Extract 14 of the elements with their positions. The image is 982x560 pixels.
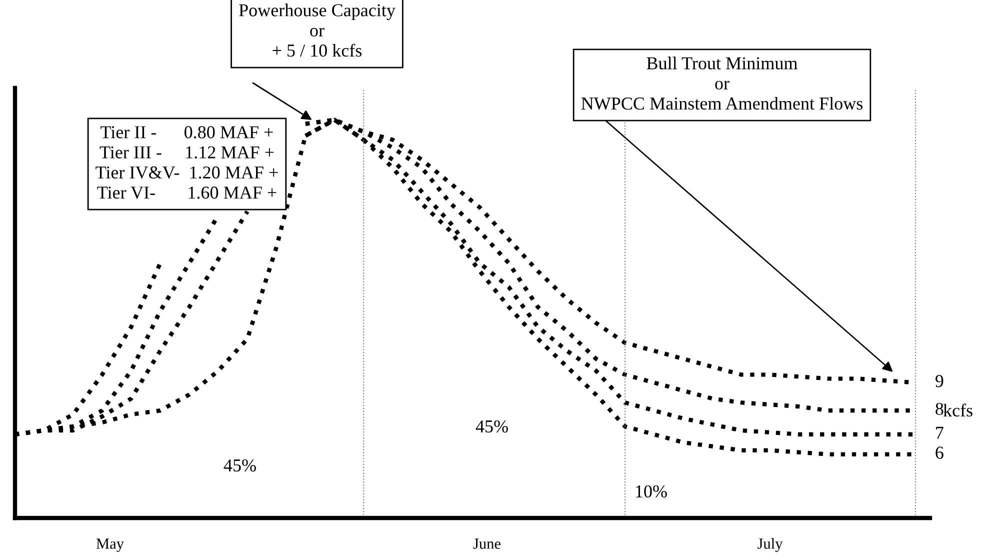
series-label: 7 bbox=[936, 426, 944, 439]
text: Bull Trout Minimum or NWPCC Mainstem Amendment Flows bbox=[581, 56, 863, 110]
text: June bbox=[473, 538, 500, 549]
series-label: 6 bbox=[936, 446, 944, 459]
annotation: 10% bbox=[636, 485, 667, 498]
text: July bbox=[758, 538, 783, 552]
annotation: 45% bbox=[476, 420, 508, 433]
text: kcfs bbox=[943, 404, 972, 417]
series-label: 9 bbox=[936, 375, 944, 388]
series-label: 8 bbox=[936, 402, 944, 416]
text: May bbox=[96, 538, 124, 552]
text: Powerhouse Capacity or + 5 / 10 kcfs bbox=[239, 4, 396, 57]
annotation: Tier II - 0.80 MAF + Tier III - 1.12 MAF + Tier IV&V- 1.20 MAF + Tier VI- 1.60 MAF + bbox=[96, 126, 278, 199]
annotation: 45% bbox=[224, 459, 256, 472]
